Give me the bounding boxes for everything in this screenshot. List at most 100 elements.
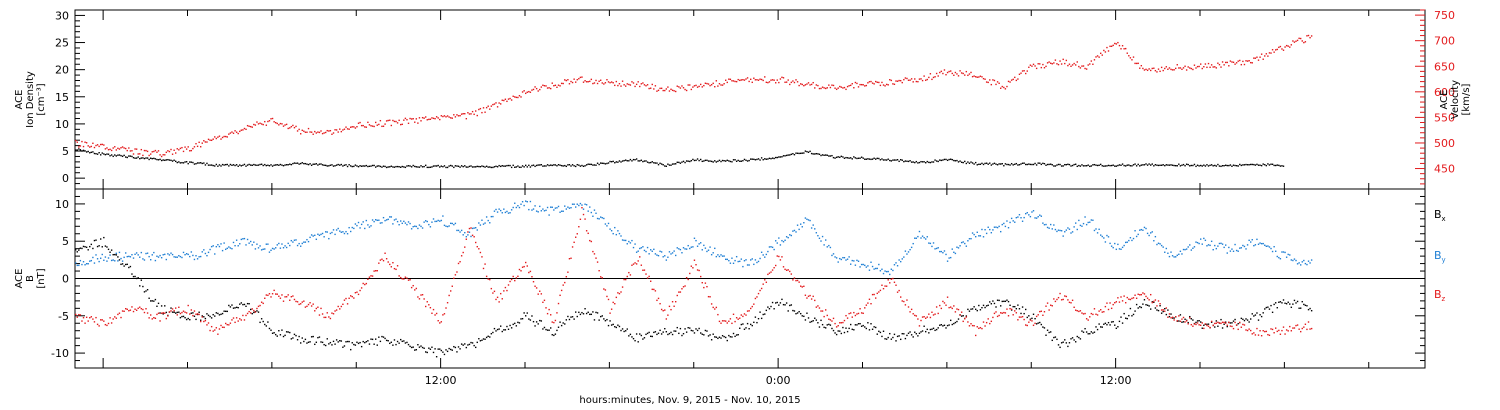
- data-point: [78, 313, 80, 316]
- data-point: [273, 164, 275, 166]
- data-point: [126, 308, 128, 311]
- data-point: [1081, 225, 1083, 227]
- data-point: [523, 166, 525, 168]
- data-point: [870, 261, 872, 263]
- data-point: [510, 166, 513, 169]
- data-point: [592, 215, 594, 217]
- data-point: [932, 161, 935, 163]
- data-point: [1064, 163, 1066, 166]
- data-point: [81, 263, 83, 266]
- data-point: [496, 296, 499, 299]
- data-point: [1260, 315, 1263, 318]
- data-point: [595, 212, 597, 214]
- data-point: [964, 242, 966, 245]
- data-point: [1173, 164, 1175, 167]
- data-point: [904, 250, 907, 252]
- data-point: [984, 78, 986, 80]
- data-point: [943, 302, 946, 304]
- data-point: [565, 276, 568, 278]
- data-point: [1148, 234, 1150, 237]
- y2-tick-label: 700: [1434, 35, 1455, 48]
- data-point: [892, 83, 894, 85]
- data-point: [720, 322, 722, 324]
- data-point: [570, 80, 572, 83]
- data-point: [1300, 330, 1302, 333]
- data-point: [1179, 314, 1182, 316]
- data-point: [546, 164, 549, 166]
- data-point: [190, 309, 193, 311]
- data-point: [695, 239, 697, 242]
- data-point: [1060, 299, 1063, 301]
- data-point: [1015, 162, 1018, 165]
- data-point: [909, 248, 911, 251]
- data-point: [589, 313, 591, 316]
- data-point: [223, 242, 225, 244]
- data-point: [475, 110, 477, 112]
- data-point: [646, 246, 649, 249]
- data-point: [590, 211, 593, 214]
- data-point: [1206, 324, 1208, 327]
- data-point: [282, 300, 285, 302]
- data-point: [1220, 322, 1222, 325]
- data-point: [109, 317, 111, 319]
- data-point: [260, 123, 263, 125]
- data-point: [1012, 305, 1014, 308]
- data-point: [1295, 40, 1297, 42]
- data-point: [257, 123, 260, 125]
- data-point: [1089, 316, 1091, 318]
- data-point: [389, 216, 391, 218]
- data-point: [617, 230, 619, 232]
- data-point: [1010, 79, 1013, 81]
- data-point: [493, 210, 496, 212]
- data-point: [1226, 164, 1228, 167]
- data-point: [1012, 314, 1014, 316]
- data-point: [267, 120, 269, 123]
- data-point: [178, 254, 180, 257]
- data-point: [993, 162, 996, 165]
- data-point: [509, 164, 511, 167]
- data-point: [160, 155, 163, 158]
- data-point: [1278, 46, 1280, 49]
- data-point: [1114, 242, 1116, 245]
- data-point: [1206, 66, 1208, 69]
- data-point: [732, 262, 735, 265]
- data-point: [167, 253, 169, 255]
- data-point: [598, 80, 600, 82]
- data-point: [670, 164, 672, 166]
- data-point: [420, 165, 422, 167]
- data-point: [864, 307, 866, 309]
- data-point: [412, 284, 414, 287]
- data-point: [328, 237, 330, 240]
- data-point: [526, 166, 528, 168]
- data-point: [984, 229, 986, 231]
- data-point: [156, 151, 158, 153]
- data-point: [331, 164, 333, 166]
- data-point: [371, 275, 374, 277]
- data-point: [1310, 327, 1313, 330]
- data-point: [112, 259, 114, 261]
- data-point: [509, 212, 511, 214]
- data-point: [192, 314, 194, 317]
- data-point: [1107, 308, 1110, 311]
- data-point: [1101, 54, 1103, 56]
- data-point: [457, 165, 460, 167]
- data-point: [248, 125, 250, 127]
- data-point: [753, 158, 755, 160]
- data-point: [1239, 59, 1241, 62]
- data-point: [1131, 315, 1133, 317]
- data-point: [214, 136, 216, 138]
- data-point: [662, 331, 664, 333]
- data-point: [1109, 324, 1111, 326]
- data-point: [775, 264, 777, 267]
- data-point: [359, 341, 361, 344]
- data-point: [873, 83, 875, 85]
- data-point: [765, 281, 768, 283]
- data-point: [428, 347, 430, 349]
- data-point: [1121, 246, 1124, 249]
- data-point: [289, 244, 291, 247]
- data-point: [125, 307, 127, 310]
- data-point: [862, 157, 864, 159]
- data-point: [145, 290, 147, 292]
- data-point: [610, 308, 613, 310]
- data-point: [817, 305, 819, 307]
